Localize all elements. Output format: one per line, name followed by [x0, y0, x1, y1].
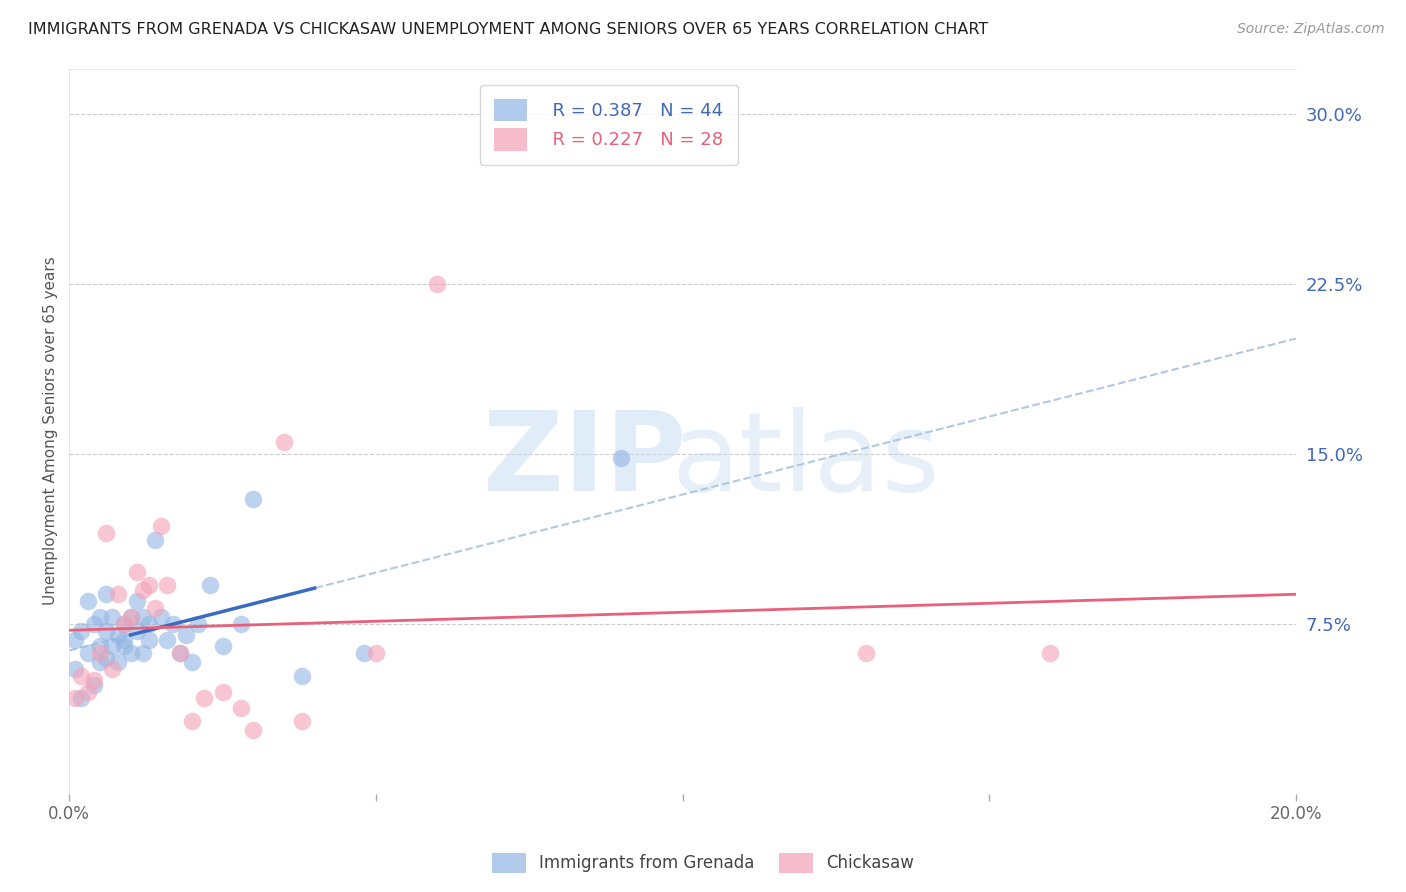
Point: [229, 616, 252, 631]
Point: [138, 632, 160, 647]
Point: [211, 684, 233, 698]
Text: IMMIGRANTS FROM GRENADA VS CHICKASAW UNEMPLOYMENT AMONG SENIORS OVER 65 YEARS CO: IMMIGRANTS FROM GRENADA VS CHICKASAW UNE…: [28, 22, 988, 37]
Legend:   R = 0.387   N = 44,   R = 0.227   N = 28: R = 0.387 N = 44, R = 0.227 N = 28: [479, 85, 738, 165]
Point: [156, 578, 179, 592]
Point: [156, 632, 179, 647]
Point: [76, 646, 98, 660]
Text: ZIP: ZIP: [482, 407, 686, 514]
Point: [193, 691, 215, 706]
Point: [65, 691, 87, 706]
Point: [94, 624, 117, 638]
Point: [273, 435, 295, 450]
Point: [83, 678, 105, 692]
Point: [150, 519, 173, 533]
Point: [94, 650, 117, 665]
Point: [242, 723, 264, 738]
Point: [610, 451, 633, 466]
Point: [89, 640, 111, 654]
Point: [112, 616, 135, 631]
Point: [107, 655, 129, 669]
Point: [112, 616, 135, 631]
Point: [1039, 646, 1062, 660]
Point: [138, 616, 160, 631]
Legend: Immigrants from Grenada, Chickasaw: Immigrants from Grenada, Chickasaw: [485, 847, 921, 880]
Point: [70, 624, 93, 638]
Point: [162, 616, 184, 631]
Point: [200, 578, 222, 592]
Point: [211, 640, 233, 654]
Point: [101, 610, 124, 624]
Point: [353, 646, 375, 660]
Point: [150, 610, 173, 624]
Point: [83, 673, 105, 688]
Point: [132, 582, 155, 597]
Point: [107, 587, 129, 601]
Point: [112, 632, 135, 647]
Point: [291, 714, 314, 728]
Point: [242, 492, 264, 507]
Point: [76, 594, 98, 608]
Point: [180, 655, 202, 669]
Point: [143, 600, 166, 615]
Point: [169, 646, 191, 660]
Point: [180, 714, 202, 728]
Point: [125, 565, 148, 579]
Point: [70, 669, 93, 683]
Point: [291, 669, 314, 683]
Point: [426, 277, 449, 291]
Point: [65, 632, 87, 647]
Point: [174, 628, 197, 642]
Y-axis label: Unemployment Among Seniors over 65 years: Unemployment Among Seniors over 65 years: [44, 257, 58, 606]
Point: [132, 646, 155, 660]
Point: [143, 533, 166, 547]
Point: [138, 578, 160, 592]
Text: atlas: atlas: [671, 407, 939, 514]
Point: [132, 610, 155, 624]
Point: [112, 640, 135, 654]
Point: [76, 684, 98, 698]
Point: [89, 655, 111, 669]
Point: [70, 691, 93, 706]
Point: [120, 610, 142, 624]
Point: [94, 526, 117, 541]
Text: Source: ZipAtlas.com: Source: ZipAtlas.com: [1237, 22, 1385, 37]
Point: [125, 594, 148, 608]
Point: [101, 662, 124, 676]
Point: [169, 646, 191, 660]
Point: [125, 624, 148, 638]
Point: [120, 610, 142, 624]
Point: [89, 646, 111, 660]
Point: [229, 700, 252, 714]
Point: [107, 628, 129, 642]
Point: [855, 646, 877, 660]
Point: [94, 587, 117, 601]
Point: [187, 616, 209, 631]
Point: [83, 616, 105, 631]
Point: [120, 646, 142, 660]
Point: [364, 646, 387, 660]
Point: [89, 610, 111, 624]
Point: [65, 662, 87, 676]
Point: [101, 640, 124, 654]
